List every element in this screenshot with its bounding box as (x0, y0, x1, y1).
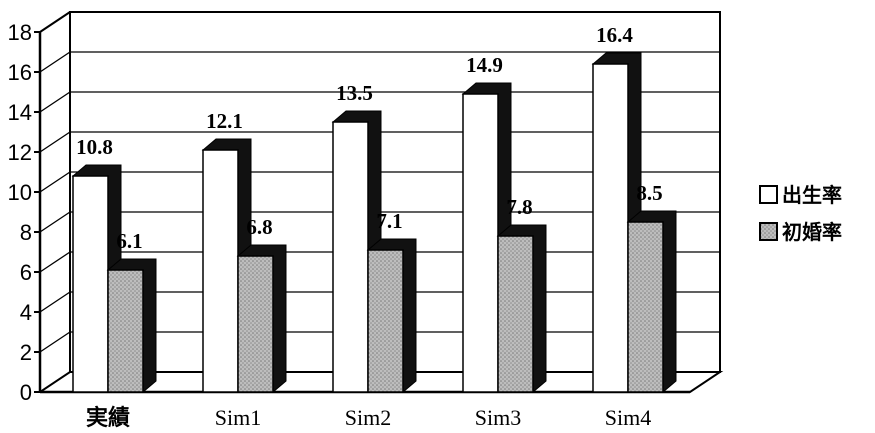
side-gridline (39, 251, 71, 273)
data-label: 7.8 (506, 195, 532, 219)
legend-swatch (759, 222, 778, 241)
y-tick-label: 14 (8, 100, 32, 125)
x-tick-label: 実績 (86, 405, 130, 430)
legend-label: 出生率 (782, 183, 842, 207)
bar-marriage-rate (497, 235, 534, 393)
y-tick-label: 2 (20, 340, 32, 365)
y-tick-label: 0 (20, 380, 32, 405)
bar-marriage-rate (627, 221, 664, 393)
y-tick-label: 8 (20, 220, 32, 245)
bar-marriage-rate (367, 249, 404, 393)
data-label: 12.1 (206, 109, 243, 133)
data-label: 8.5 (636, 181, 662, 205)
side-gridline (39, 51, 71, 73)
data-label: 16.4 (596, 23, 633, 47)
side-gridline (39, 171, 71, 193)
x-tick-label: Sim1 (215, 405, 261, 430)
y-tick-label: 12 (8, 140, 32, 165)
bar-layer (71, 52, 677, 394)
data-label: 6.8 (246, 215, 272, 239)
x-tick-label: Sim3 (475, 405, 521, 430)
bar-marriage-rate (107, 269, 144, 393)
y-tick-label: 10 (8, 180, 32, 205)
data-label: 6.1 (116, 229, 142, 253)
bar-birth-rate (332, 121, 369, 393)
bar-marriage-rate (237, 255, 274, 393)
y-tick-label: 6 (20, 260, 32, 285)
data-label: 10.8 (76, 135, 113, 159)
side-gridline (39, 331, 71, 353)
data-label: 14.9 (466, 53, 503, 77)
side-gridline (39, 291, 71, 313)
bar-birth-rate (592, 63, 629, 393)
wall-edge (39, 11, 71, 33)
side-gridline (39, 131, 71, 153)
data-label: 13.5 (336, 81, 373, 105)
legend-swatch (759, 185, 778, 204)
bar-birth-rate (202, 149, 239, 393)
data-label: 7.1 (376, 209, 402, 233)
y-tick-label: 16 (8, 60, 32, 85)
legend-label: 初婚率 (782, 220, 842, 244)
x-tick-label: Sim2 (345, 405, 391, 430)
side-gridline (39, 91, 71, 113)
bar-birth-rate (462, 93, 499, 393)
y-tick-label: 18 (8, 20, 32, 45)
side-gridline (39, 211, 71, 233)
label-layer: 10.8 6.1 実績 12.1 6.8 Sim1 13.5 7.1 Sim2 14.9 7.8 Si… (76, 23, 663, 430)
bar-birth-rate (72, 175, 109, 393)
y-tick-label: 4 (20, 300, 32, 325)
x-tick-label: Sim4 (605, 405, 651, 430)
